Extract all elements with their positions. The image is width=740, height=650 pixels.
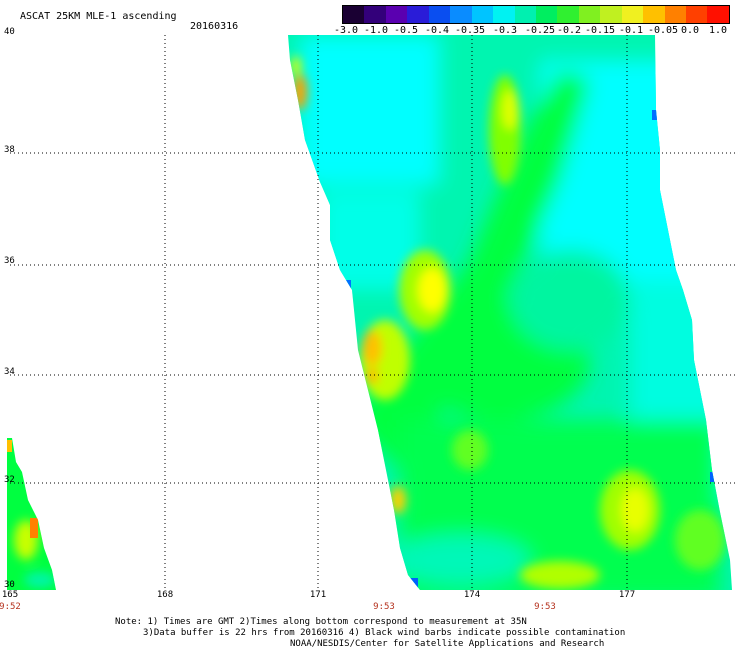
colorbar-segment xyxy=(514,6,536,23)
colorbar-labels: -3.0 -1.0 -0.5 -0.4 -0.35 -0.3 -0.25 -0.… xyxy=(0,26,740,38)
yellow-patch-north xyxy=(291,56,301,76)
colorbar-segment xyxy=(557,6,579,23)
blue-cell xyxy=(652,110,660,120)
note-line: 3)Data buffer is 22 hrs from 20160316 4)… xyxy=(143,628,626,638)
swath-right xyxy=(288,35,732,590)
colorbar-label: -0.25 xyxy=(524,25,556,36)
colorbar-segment xyxy=(493,6,515,23)
orange-patch-north xyxy=(293,74,307,110)
lon-label: 177 xyxy=(618,590,636,600)
lat-label: 40 xyxy=(4,27,15,37)
colorbar-segment xyxy=(407,6,429,23)
orange-cell xyxy=(7,440,12,452)
colorbar-label: 0.0 xyxy=(680,25,700,36)
colorbar-segment xyxy=(343,6,365,23)
orange-cell xyxy=(30,518,38,538)
aqua-patch-left xyxy=(24,572,56,588)
colorbar-label: -0.35 xyxy=(454,25,486,36)
colorbar-label: -0.15 xyxy=(584,25,616,36)
aqua-region-southwest xyxy=(390,535,530,585)
aqua-region-central xyxy=(510,250,630,350)
lat-label: 34 xyxy=(4,367,15,377)
colorbar-label: -0.3 xyxy=(492,25,518,36)
map-grid xyxy=(10,35,735,588)
colorbar-segment xyxy=(535,6,558,23)
green-band-diagonal xyxy=(350,70,590,470)
swath-left xyxy=(7,438,56,590)
lime-patch-center xyxy=(452,430,488,470)
colorbar-segment xyxy=(364,6,386,23)
chart-title: ASCAT 25KM MLE-1 ascending xyxy=(20,11,177,22)
colorbar-label: -0.5 xyxy=(393,25,419,36)
colorbar-label: -0.05 xyxy=(647,25,679,36)
lime-band-southeast xyxy=(675,510,725,570)
lon-label: 165 xyxy=(1,590,19,600)
colorbar-segment xyxy=(471,6,494,23)
colorbar-segment xyxy=(621,6,644,23)
colorbar-segment xyxy=(664,6,686,23)
lime-band-southwest xyxy=(520,561,600,589)
colorbar-segment xyxy=(428,6,451,23)
time-label: 9:53 xyxy=(534,602,556,612)
colorbar-segment xyxy=(578,6,601,23)
colorbar-segment xyxy=(643,6,665,23)
lime-streak-north xyxy=(489,75,521,185)
cyan-region-north xyxy=(300,35,440,185)
date-label: 20160316 xyxy=(190,21,239,32)
lat-label: 32 xyxy=(4,475,15,485)
note-line: Note: 1) Times are GMT 2)Times along bot… xyxy=(115,617,527,627)
lon-label: 171 xyxy=(309,590,327,600)
colorbar xyxy=(342,5,730,24)
lat-label: 30 xyxy=(4,580,15,590)
colorbar-segment xyxy=(450,6,472,23)
orange-patch-west xyxy=(362,330,382,366)
blue-cell xyxy=(408,578,418,588)
colorbar-segment xyxy=(385,6,408,23)
yellow-patch-mid xyxy=(418,268,446,312)
yellow-patch-south xyxy=(621,488,649,532)
yellow-streak-north xyxy=(502,90,518,130)
orange-patch-west-small xyxy=(366,368,378,384)
blue-cell xyxy=(343,280,351,290)
lat-label: 36 xyxy=(4,256,15,266)
colorbar-label: 1.0 xyxy=(708,25,728,36)
time-label: 9:53 xyxy=(373,602,395,612)
colorbar-label: -0.4 xyxy=(424,25,450,36)
lat-label: 38 xyxy=(4,145,15,155)
colorbar-label: -0.2 xyxy=(556,25,582,36)
lime-patch-southwest xyxy=(390,486,406,514)
lon-label: 168 xyxy=(156,590,174,600)
credit-line: NOAA/NESDIS/Center for Satellite Applica… xyxy=(290,639,605,649)
colorbar-segment xyxy=(686,6,708,23)
colorbar-segment xyxy=(600,6,622,23)
blue-cell xyxy=(710,472,720,482)
colorbar-segment xyxy=(707,6,729,23)
colorbar-label: -1.0 xyxy=(363,25,389,36)
colorbar-label: -3.0 xyxy=(333,25,359,36)
lon-label: 174 xyxy=(463,590,481,600)
time-label: 9:52 xyxy=(0,602,21,612)
colorbar-label: -0.1 xyxy=(618,25,644,36)
